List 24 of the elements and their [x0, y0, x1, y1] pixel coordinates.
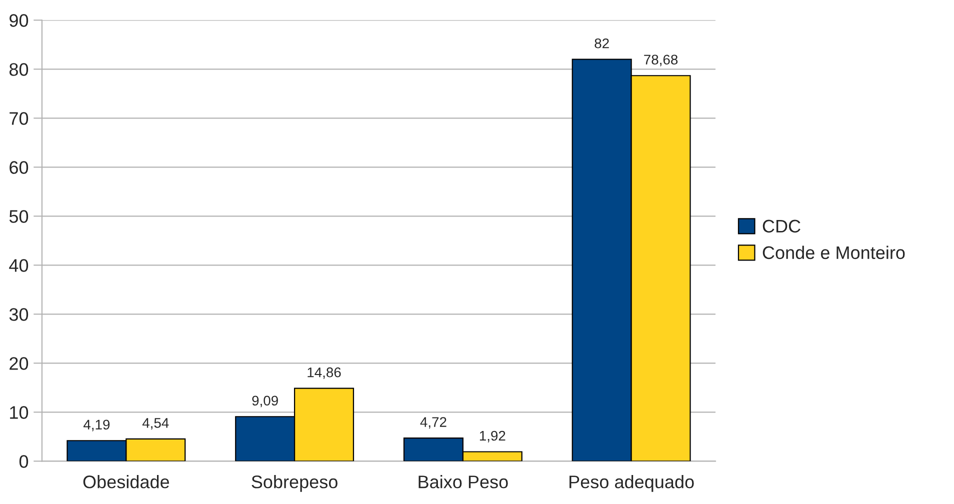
data-label: 4,19 — [84, 420, 110, 432]
y-tick-label: 70 — [10, 112, 28, 125]
data-label: 4,54 — [142, 418, 169, 430]
y-tick-label: 50 — [9, 210, 28, 223]
legend-label: CDC — [762, 220, 800, 233]
y-tick-label: 0 — [19, 455, 28, 468]
data-label: 82 — [594, 38, 609, 48]
data-label: 4,72 — [420, 417, 446, 429]
data-label: 9,09 — [252, 396, 278, 408]
y-tick-label: 90 — [10, 14, 28, 27]
y-tick-label: 20 — [10, 357, 28, 370]
y-tick-label: 40 — [9, 259, 28, 272]
data-label: 78,68 — [644, 54, 678, 66]
data-label: 1,92 — [480, 430, 506, 442]
y-tick-label: 10 — [10, 406, 28, 419]
x-tick-label: Baixo Peso — [418, 475, 508, 488]
data-label: 14,86 — [308, 367, 341, 379]
y-tick-label: 80 — [9, 63, 28, 76]
y-tick-label: 30 — [9, 308, 28, 321]
x-tick-label: Peso adequado — [570, 475, 694, 492]
x-tick-label: Sobrepeso — [252, 475, 338, 492]
legend-label: Conde e Monteiro — [762, 246, 905, 260]
x-tick-label: Obesidade — [83, 475, 170, 488]
y-tick-label: 60 — [10, 161, 28, 174]
